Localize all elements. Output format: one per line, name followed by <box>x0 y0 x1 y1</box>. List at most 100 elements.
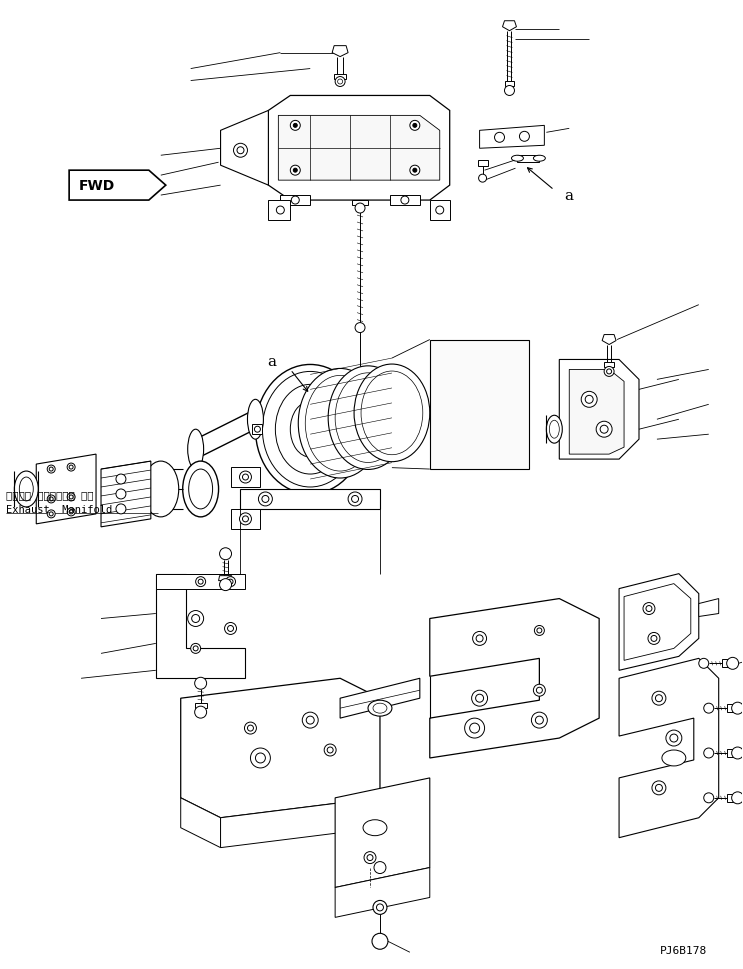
Polygon shape <box>268 96 450 201</box>
Circle shape <box>198 579 203 584</box>
Ellipse shape <box>19 478 33 501</box>
Circle shape <box>324 744 336 756</box>
Ellipse shape <box>188 430 204 470</box>
Circle shape <box>351 496 359 503</box>
Circle shape <box>478 175 487 183</box>
Ellipse shape <box>183 461 218 517</box>
Circle shape <box>188 610 204 627</box>
Polygon shape <box>721 660 729 668</box>
Circle shape <box>291 166 300 176</box>
Circle shape <box>473 632 487 645</box>
Polygon shape <box>352 201 368 205</box>
Polygon shape <box>619 659 718 838</box>
Ellipse shape <box>189 470 212 510</box>
Circle shape <box>536 688 542 694</box>
Circle shape <box>413 124 417 128</box>
Circle shape <box>670 735 678 742</box>
Circle shape <box>374 861 386 874</box>
Circle shape <box>293 124 297 128</box>
Circle shape <box>226 578 236 587</box>
Circle shape <box>220 548 232 560</box>
Circle shape <box>413 169 417 173</box>
Ellipse shape <box>354 364 429 462</box>
Circle shape <box>655 695 663 702</box>
Circle shape <box>648 633 660 644</box>
Polygon shape <box>604 363 614 368</box>
Circle shape <box>48 511 55 518</box>
Circle shape <box>470 723 479 734</box>
Circle shape <box>504 86 514 96</box>
Ellipse shape <box>511 156 523 162</box>
Circle shape <box>191 643 201 654</box>
Circle shape <box>727 658 739 670</box>
Polygon shape <box>334 75 346 79</box>
Ellipse shape <box>546 416 562 444</box>
Ellipse shape <box>256 365 365 494</box>
Circle shape <box>364 852 376 863</box>
Circle shape <box>531 712 548 729</box>
Circle shape <box>372 933 388 950</box>
Circle shape <box>116 505 126 515</box>
Ellipse shape <box>662 750 686 766</box>
Circle shape <box>233 144 247 158</box>
Polygon shape <box>36 454 96 524</box>
Circle shape <box>435 206 444 215</box>
Circle shape <box>348 492 362 507</box>
Circle shape <box>646 606 652 611</box>
Text: FWD: FWD <box>79 179 115 193</box>
Polygon shape <box>268 201 291 221</box>
Ellipse shape <box>335 373 401 463</box>
Circle shape <box>67 493 75 501</box>
Circle shape <box>49 513 53 516</box>
Circle shape <box>242 475 248 481</box>
Circle shape <box>116 489 126 499</box>
Ellipse shape <box>328 366 408 470</box>
Circle shape <box>69 465 73 470</box>
Ellipse shape <box>276 385 345 475</box>
Circle shape <box>291 197 299 204</box>
Polygon shape <box>429 201 450 221</box>
Polygon shape <box>218 576 233 581</box>
Polygon shape <box>335 778 429 888</box>
Circle shape <box>69 495 73 499</box>
Circle shape <box>262 496 269 503</box>
Polygon shape <box>181 798 221 848</box>
Text: a: a <box>267 355 276 369</box>
Polygon shape <box>727 749 733 757</box>
Circle shape <box>732 747 743 759</box>
Circle shape <box>652 781 666 795</box>
Circle shape <box>732 792 743 804</box>
Circle shape <box>495 133 504 143</box>
Polygon shape <box>156 574 245 589</box>
Polygon shape <box>478 161 487 167</box>
Polygon shape <box>253 424 262 435</box>
Ellipse shape <box>305 376 375 472</box>
Circle shape <box>732 703 743 714</box>
Circle shape <box>581 391 597 408</box>
Ellipse shape <box>363 820 387 836</box>
Ellipse shape <box>298 369 382 479</box>
Circle shape <box>220 579 232 591</box>
Circle shape <box>193 646 198 651</box>
Circle shape <box>49 497 53 501</box>
Circle shape <box>302 712 318 729</box>
Circle shape <box>239 514 251 525</box>
Circle shape <box>67 509 75 516</box>
Circle shape <box>337 79 343 85</box>
Polygon shape <box>374 897 386 903</box>
Circle shape <box>254 426 260 433</box>
Ellipse shape <box>549 421 559 439</box>
Circle shape <box>464 718 484 738</box>
Circle shape <box>224 623 236 635</box>
Circle shape <box>192 615 200 623</box>
Polygon shape <box>335 867 429 918</box>
Polygon shape <box>517 156 539 163</box>
Circle shape <box>195 578 206 587</box>
Circle shape <box>600 425 608 434</box>
Polygon shape <box>624 584 691 661</box>
Circle shape <box>355 324 365 333</box>
Circle shape <box>472 691 487 706</box>
Polygon shape <box>279 116 440 181</box>
Circle shape <box>242 516 248 522</box>
Circle shape <box>643 603 655 615</box>
